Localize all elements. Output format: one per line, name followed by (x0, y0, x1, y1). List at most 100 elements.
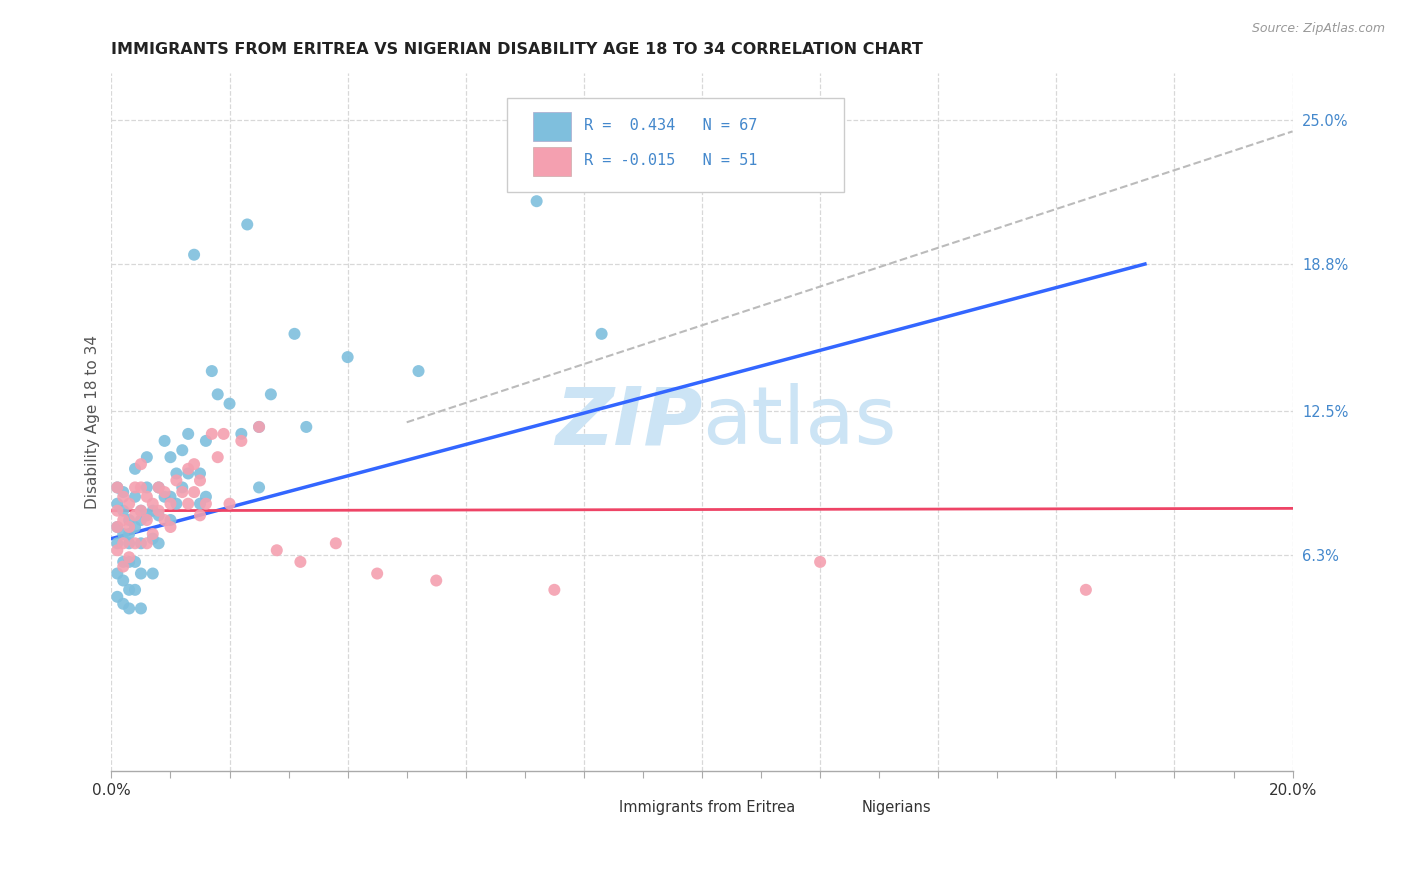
Bar (533, 146, 571, 176)
Point (543, 582, 565, 597)
Point (135, 450, 157, 465)
Point (290, 555, 312, 569)
Point (118, 536, 141, 550)
Point (105, 504, 128, 518)
Point (105, 566, 128, 581)
Text: Source: ZipAtlas.com: Source: ZipAtlas.com (1251, 22, 1385, 36)
Point (112, 574, 135, 588)
Point (142, 497, 165, 511)
Point (118, 555, 141, 569)
Point (124, 490, 146, 504)
Point (129, 513, 152, 527)
Point (177, 462, 200, 476)
Text: ZIP: ZIP (554, 384, 702, 461)
Point (194, 497, 217, 511)
Bar (820, 794, 853, 822)
Point (142, 504, 165, 518)
FancyBboxPatch shape (508, 97, 844, 192)
Text: R = -0.015   N = 51: R = -0.015 N = 51 (583, 153, 758, 168)
Point (177, 497, 200, 511)
Point (188, 497, 211, 511)
Point (105, 520, 128, 534)
Point (129, 480, 152, 494)
Point (153, 434, 176, 448)
Point (425, 574, 447, 588)
Point (124, 520, 146, 534)
Point (231, 426, 253, 441)
Point (159, 513, 181, 527)
Point (148, 480, 170, 494)
Point (159, 497, 181, 511)
Point (183, 248, 205, 262)
Point (112, 597, 135, 611)
Point (408, 364, 430, 378)
Point (105, 497, 128, 511)
Point (207, 387, 229, 401)
Point (118, 497, 141, 511)
Point (112, 504, 135, 518)
Point (366, 566, 388, 581)
Point (218, 397, 240, 411)
Point (135, 490, 157, 504)
Point (105, 543, 128, 558)
Text: Nigerians: Nigerians (862, 800, 931, 815)
Point (165, 474, 187, 488)
Point (118, 550, 141, 565)
Point (118, 601, 141, 615)
Point (118, 520, 141, 534)
Point (201, 364, 224, 378)
Point (295, 420, 318, 434)
Point (118, 582, 141, 597)
Y-axis label: Disability Age 18 to 34: Disability Age 18 to 34 (86, 335, 100, 509)
Point (124, 508, 146, 523)
Point (105, 520, 128, 534)
Point (135, 480, 157, 494)
Point (105, 480, 128, 494)
Point (283, 326, 305, 341)
Point (177, 426, 200, 441)
Point (129, 504, 152, 518)
Bar (578, 794, 612, 822)
Text: Immigrants from Eritrea: Immigrants from Eritrea (619, 800, 796, 815)
Point (247, 420, 270, 434)
Point (247, 480, 270, 494)
Point (159, 450, 181, 465)
Point (247, 420, 270, 434)
Point (129, 457, 152, 471)
Point (808, 555, 831, 569)
Point (159, 520, 181, 534)
Point (325, 536, 347, 550)
Point (207, 450, 229, 465)
Point (129, 536, 152, 550)
Point (118, 527, 141, 541)
Point (124, 480, 146, 494)
Point (165, 497, 187, 511)
Point (142, 566, 165, 581)
Point (336, 350, 359, 364)
Point (105, 590, 128, 604)
Point (266, 543, 288, 558)
Point (142, 527, 165, 541)
Point (231, 434, 253, 448)
Point (183, 485, 205, 500)
Point (172, 480, 194, 494)
Point (135, 536, 157, 550)
Point (153, 485, 176, 500)
Point (236, 218, 259, 232)
Point (526, 194, 548, 209)
Point (188, 467, 211, 481)
Bar (533, 112, 571, 141)
Point (188, 474, 211, 488)
Point (201, 426, 224, 441)
Point (112, 513, 135, 527)
Point (129, 504, 152, 518)
Point (112, 555, 135, 569)
Point (188, 508, 211, 523)
Point (260, 387, 283, 401)
Point (148, 480, 170, 494)
Point (105, 480, 128, 494)
Point (112, 485, 135, 500)
Point (124, 582, 146, 597)
Point (177, 467, 200, 481)
Point (142, 532, 165, 546)
